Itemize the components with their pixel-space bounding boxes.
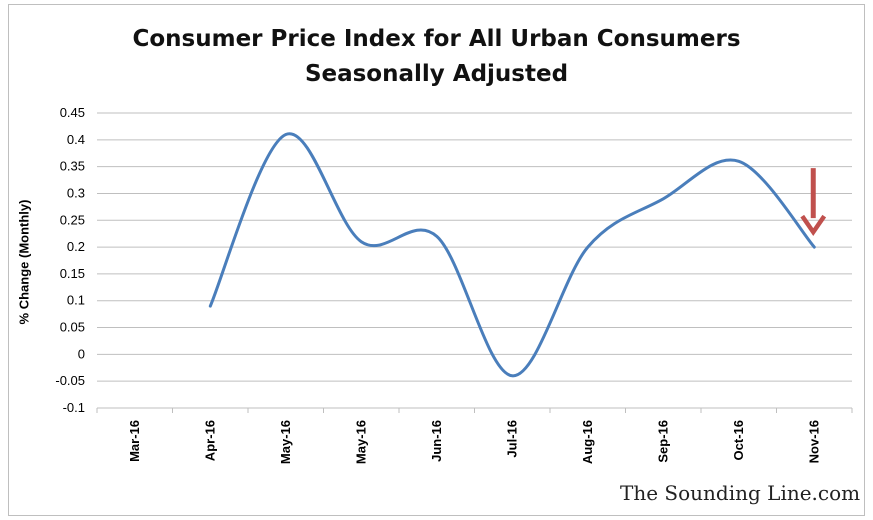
x-tick-label: Jun-16 bbox=[429, 420, 444, 462]
y-tick-label: -0.05 bbox=[55, 373, 85, 388]
x-tick-label: Oct-16 bbox=[731, 420, 746, 460]
watermark: The Sounding Line.com bbox=[620, 481, 861, 505]
annotation-arrow-head bbox=[800, 214, 827, 237]
x-tick-label: Aug-16 bbox=[580, 420, 595, 464]
y-tick-label: 0.2 bbox=[67, 239, 85, 254]
y-tick-label: 0.15 bbox=[60, 266, 85, 281]
y-tick-label: 0 bbox=[78, 346, 85, 361]
y-tick-label: 0.1 bbox=[67, 293, 85, 308]
x-tick-label: Apr-16 bbox=[202, 420, 217, 461]
x-tick-label: Sep-16 bbox=[655, 420, 670, 463]
y-tick-label: 0.3 bbox=[67, 185, 85, 200]
series-line bbox=[208, 132, 816, 378]
x-tick-label: May-16 bbox=[353, 420, 368, 464]
y-tick-label: 0.45 bbox=[60, 105, 85, 120]
y-tick-label: 0.4 bbox=[67, 132, 85, 147]
y-tick-label: 0.35 bbox=[60, 159, 85, 174]
x-tick-label: Nov-16 bbox=[806, 420, 821, 463]
x-tick-label: Mar-16 bbox=[127, 420, 142, 462]
y-tick-label: 0.05 bbox=[60, 320, 85, 335]
y-tick-label: -0.1 bbox=[63, 400, 85, 415]
chart-subtitle: Seasonally Adjusted bbox=[304, 61, 569, 87]
y-tick-label: 0.25 bbox=[60, 212, 85, 227]
chart-title: Consumer Price Index for All Urban Consu… bbox=[132, 26, 741, 52]
x-tick-label: May-16 bbox=[278, 420, 293, 464]
x-tick-label: Jul-16 bbox=[504, 420, 519, 458]
chart-frame bbox=[8, 4, 865, 516]
